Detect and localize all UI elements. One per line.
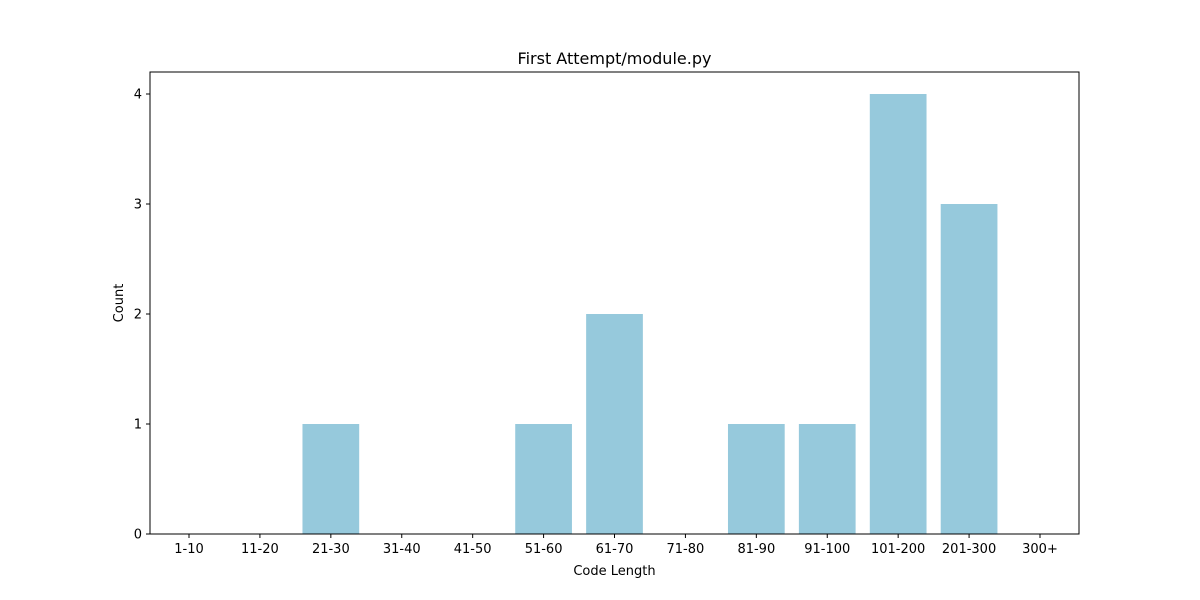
y-tick-label: 3 [134,198,142,213]
chart-title: First Attempt/module.py [518,49,712,68]
x-tick-label: 201-300 [942,542,996,557]
x-tick-label: 31-40 [383,542,421,557]
bar-91-100 [798,424,856,534]
x-tick-label: 101-200 [871,542,925,557]
bar-81-90 [727,424,785,534]
x-tick-label: 11-20 [241,542,279,557]
x-tick-label: 1-10 [174,542,204,557]
plot-frame [149,71,1080,535]
bar-201-300 [940,204,998,534]
bar-51-60 [515,424,572,534]
x-tick-label: 51-60 [525,542,563,557]
x-tick-label: 41-50 [454,542,492,557]
x-tick-label: 71-80 [667,542,705,557]
bar-101-200 [869,94,927,534]
y-tick-label: 4 [134,88,142,103]
x-tick-label: 91-100 [804,542,850,557]
x-axis-label: Code Length [573,564,655,579]
y-axis: 0 1 2 3 4 [134,88,150,543]
x-tick-label: 300+ [1022,542,1058,557]
y-tick-label: 0 [134,528,142,543]
x-tick-label: 81-90 [737,542,775,557]
y-tick-label: 1 [134,418,142,433]
bars-group [302,94,998,534]
y-axis-label: Count [112,284,127,323]
y-tick-label: 2 [134,308,142,323]
x-tick-label: 21-30 [312,542,350,557]
bar-21-30 [302,424,360,534]
x-axis: 1-10 11-20 21-30 31-40 41-50 51-60 61-70 71-80 8… [174,534,1058,557]
bar-61-70 [586,314,643,534]
x-tick-label: 61-70 [596,542,634,557]
